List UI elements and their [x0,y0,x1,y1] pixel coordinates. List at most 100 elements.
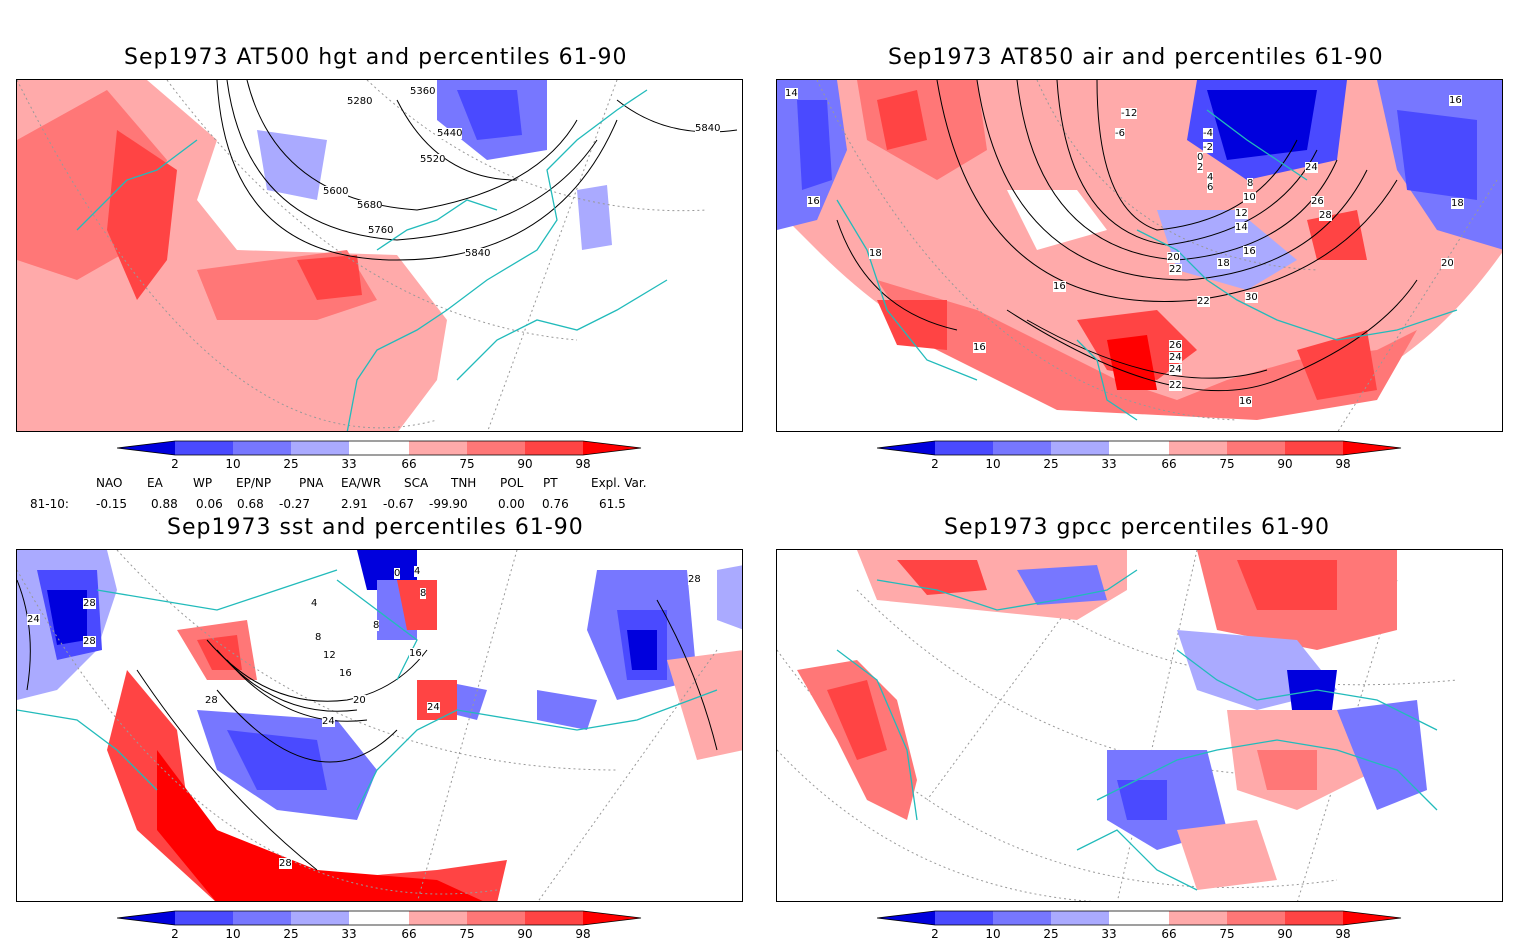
contour-label: -12 [1121,108,1138,119]
contour-label: 4 [311,598,318,609]
colorbar-tick: 66 [1161,927,1177,941]
panel-title-air: Sep1973 AT850 air and percentiles 61-90 [888,45,1384,70]
colorbar-tick: 2 [171,927,179,941]
contour-label: 5680 [357,200,383,211]
contour-label: 5280 [347,96,373,107]
index-header: PNA [299,476,324,490]
index-value: 61.5 [599,497,626,511]
contour-label: 12 [323,650,336,661]
contour-label: 28 [205,695,218,706]
contour-label: 16 [1243,246,1256,257]
contour-label: 28 [688,574,701,585]
contour-label: 24 [27,614,40,625]
contour-label: -6 [1115,128,1125,139]
colorbar-tick: 90 [517,927,533,941]
colorbar-tick: 10 [985,457,1001,471]
colorbar-tick: 33 [341,457,357,471]
index-header: SCA [404,476,429,490]
colorbar-tick: 90 [1277,927,1293,941]
colorbar-gpcc: 2 10 25 33 66 75 90 98 [877,910,1407,946]
index-row-label: 81-10: [30,497,69,511]
colorbar-tick: 2 [171,457,179,471]
colorbar-tick: 25 [1043,457,1059,471]
colorbar-tick: 98 [1335,457,1351,471]
colorbar-tick: 66 [401,927,417,941]
colorbar-tick: 90 [517,457,533,471]
panel-title-gpcc: Sep1973 gpcc percentiles 61-90 [944,515,1330,540]
index-header: TNH [451,476,477,490]
index-header: WP [193,476,213,490]
colorbar-tick: 75 [459,927,475,941]
contour-label: 16 [1053,281,1066,292]
contour-label: 16 [1239,396,1252,407]
coastline [76,89,668,431]
contour-label: 8 [1247,178,1254,189]
map-hgt: 5280 5360 5440 5520 5600 5680 5760 5840 … [16,79,743,432]
index-value: 0.76 [542,497,569,511]
map-air: 14 16 18 16 16 16 16 -12 -6 -4 -2 0 2 4 … [776,79,1503,432]
contour-label: 6 [1207,182,1214,193]
index-value: 0.68 [237,497,264,511]
contour-label: 20 [1167,252,1180,263]
contour-label: 24 [1169,352,1182,363]
contour-label: 30 [1245,292,1258,303]
contour-label: 2 [1197,162,1204,173]
index-header: PT [543,476,558,490]
index-header: EP/NP [236,476,272,490]
index-value: -0.27 [279,497,311,511]
contour-label: 20 [1441,258,1454,269]
colorbar-tick: 2 [931,927,939,941]
map-sst: 24 28 28 28 24 28 4 8 12 16 20 24 0 4 8 … [16,549,743,902]
contour-label: 26 [1169,340,1182,351]
contour-label: -2 [1203,142,1213,153]
contour-label: 5440 [437,128,463,139]
colorbar-swatches [877,440,1402,456]
index-value: 2.91 [341,497,368,511]
colorbar-tick: 25 [283,457,299,471]
colorbar-swatches [117,910,642,926]
contour-label: 5360 [410,86,436,97]
contour-label: 24 [1169,364,1182,375]
colorbar-tick: 2 [931,457,939,471]
colorbar-tick: 10 [985,927,1001,941]
index-value: -0.67 [383,497,415,511]
colorbar-tick: 98 [575,457,591,471]
contour-label: 0 [1197,152,1204,163]
colorbar-tick: 33 [1101,457,1117,471]
colorbar-tick: 33 [1101,927,1117,941]
contour-label: 22 [1169,264,1182,275]
contour-label: 4 [1207,172,1214,183]
index-header: Expl. Var. [591,476,647,490]
contour-label: 18 [869,248,882,259]
colorbar-air: 2 10 25 33 66 75 90 98 [877,440,1407,476]
index-value: 0.06 [196,497,223,511]
contour-label: 22 [1197,296,1210,307]
colorbar-tick: 25 [1043,927,1059,941]
contour-label: 14 [785,88,798,99]
colorbar-tick: 10 [225,457,241,471]
contour-label: 20 [353,695,366,706]
colorbar-tick: 98 [575,927,591,941]
colorbar-hgt: 2 10 25 33 66 75 90 98 [117,440,647,476]
contour-label: 10 [1243,192,1256,203]
contour-label: 12 [1235,208,1248,219]
contour-label: 16 [409,648,422,659]
colorbar-tick: 66 [401,457,417,471]
contour-label: 5600 [323,186,349,197]
colorbar-tick: 66 [1161,457,1177,471]
colorbar-swatches [117,440,642,456]
panel-title-sst: Sep1973 sst and percentiles 61-90 [167,515,584,540]
panel-title-hgt: Sep1973 AT500 hgt and percentiles 61-90 [124,45,628,70]
contour-label: 5840 [465,248,491,259]
colorbar-tick: 75 [459,457,475,471]
contour-label: 26 [1311,196,1324,207]
contour-label: 8 [373,620,380,631]
contour-label: 28 [83,636,96,647]
contour-label: 18 [1217,258,1230,269]
contour-label: 28 [1319,210,1332,221]
colorbar-tick: 25 [283,927,299,941]
colorbar-tick: 33 [341,927,357,941]
index-value: -0.15 [96,497,128,511]
contour-label: 16 [807,196,820,207]
index-value: -99.90 [429,497,468,511]
